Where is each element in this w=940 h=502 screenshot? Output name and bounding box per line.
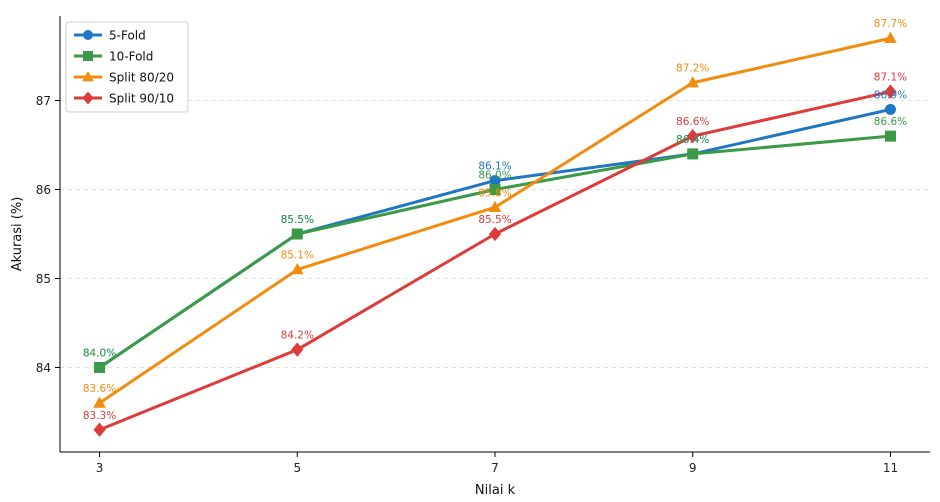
data-point-marker bbox=[291, 228, 303, 240]
data-point-marker bbox=[488, 200, 502, 212]
x-tick-label: 7 bbox=[491, 461, 499, 475]
data-point-marker bbox=[94, 361, 106, 373]
series-split-80-20 bbox=[93, 31, 897, 408]
y-tick-label: 84 bbox=[36, 361, 51, 375]
legend-box bbox=[65, 21, 189, 113]
data-point-marker bbox=[686, 76, 700, 88]
y-tick-label: 85 bbox=[36, 272, 51, 286]
data-label: 87.2% bbox=[676, 63, 709, 75]
data-point-marker bbox=[488, 226, 502, 242]
data-label: 86.0% bbox=[478, 170, 511, 182]
data-label: 86.4% bbox=[676, 134, 709, 146]
data-labels-layer: 84.0%85.5%86.1%86.4%86.9%84.0%85.5%86.0%… bbox=[83, 18, 907, 422]
data-label: 87.7% bbox=[874, 18, 907, 30]
legend-label: 10-Fold bbox=[109, 50, 153, 64]
data-point-marker bbox=[489, 175, 501, 187]
series-layer bbox=[93, 31, 897, 437]
data-point-marker bbox=[93, 396, 106, 408]
data-label: 85.8% bbox=[478, 187, 511, 199]
legend-item: Split 80/20 bbox=[74, 71, 174, 85]
data-point-marker bbox=[687, 148, 699, 160]
legend-label: 5-Fold bbox=[109, 29, 146, 43]
data-label: 85.5% bbox=[478, 214, 511, 226]
data-label: 86.6% bbox=[676, 116, 709, 128]
data-label: 86.4% bbox=[676, 134, 709, 146]
data-label: 84.2% bbox=[281, 330, 314, 342]
legend-marker-swatch bbox=[83, 30, 93, 40]
series-line bbox=[98, 90, 892, 432]
legend-marker-swatch bbox=[83, 51, 93, 61]
data-label: 87.1% bbox=[874, 72, 907, 84]
legend-marker-swatch bbox=[82, 71, 94, 82]
data-point-marker bbox=[93, 422, 106, 437]
data-label: 85.5% bbox=[281, 214, 314, 226]
y-tick-label: 86 bbox=[36, 183, 51, 197]
data-label: 86.6% bbox=[874, 116, 907, 128]
axes-layer: 84 85 86 87 3 5 7 9 11 Nilai k Akurasi (%) bbox=[10, 16, 930, 498]
data-point-marker bbox=[884, 130, 896, 142]
data-point-marker bbox=[686, 128, 699, 144]
legend: 5-Fold 10-Fold Split 80/20 Split 90/10 bbox=[65, 21, 189, 113]
data-label: 83.6% bbox=[83, 383, 116, 395]
data-point-marker bbox=[884, 84, 897, 99]
data-label: 85.5% bbox=[281, 214, 314, 226]
legend-item: Split 90/10 bbox=[74, 91, 174, 106]
data-label: 83.3% bbox=[83, 410, 116, 422]
data-label: 84.0% bbox=[83, 347, 116, 359]
data-label: 85.1% bbox=[281, 250, 314, 262]
legend-label: Split 90/10 bbox=[109, 92, 174, 106]
legend-marker-swatch bbox=[82, 91, 94, 105]
data-label: 86.1% bbox=[478, 161, 511, 173]
y-axis-title: Akurasi (%) bbox=[10, 197, 25, 272]
data-label: 86.9% bbox=[874, 89, 907, 101]
series-split-90-10 bbox=[93, 84, 897, 437]
legend-item: 10-Fold bbox=[74, 50, 153, 64]
data-point-marker bbox=[291, 342, 304, 357]
data-point-marker bbox=[489, 184, 501, 196]
data-point-marker bbox=[290, 262, 304, 275]
y-tick-label: 87 bbox=[36, 94, 51, 108]
x-tick-label: 9 bbox=[689, 461, 697, 475]
data-label: 84.0% bbox=[83, 347, 116, 359]
legend-label: Split 80/20 bbox=[109, 71, 174, 85]
x-tick-label: 5 bbox=[293, 461, 301, 475]
series-10-fold bbox=[94, 130, 896, 373]
x-tick-label: 3 bbox=[96, 461, 104, 475]
x-tick-label: 11 bbox=[883, 461, 898, 475]
data-point-marker bbox=[884, 103, 896, 115]
x-axis-title: Nilai k bbox=[475, 483, 516, 498]
data-point-marker bbox=[884, 31, 897, 43]
legend-item: 5-Fold bbox=[74, 29, 146, 43]
